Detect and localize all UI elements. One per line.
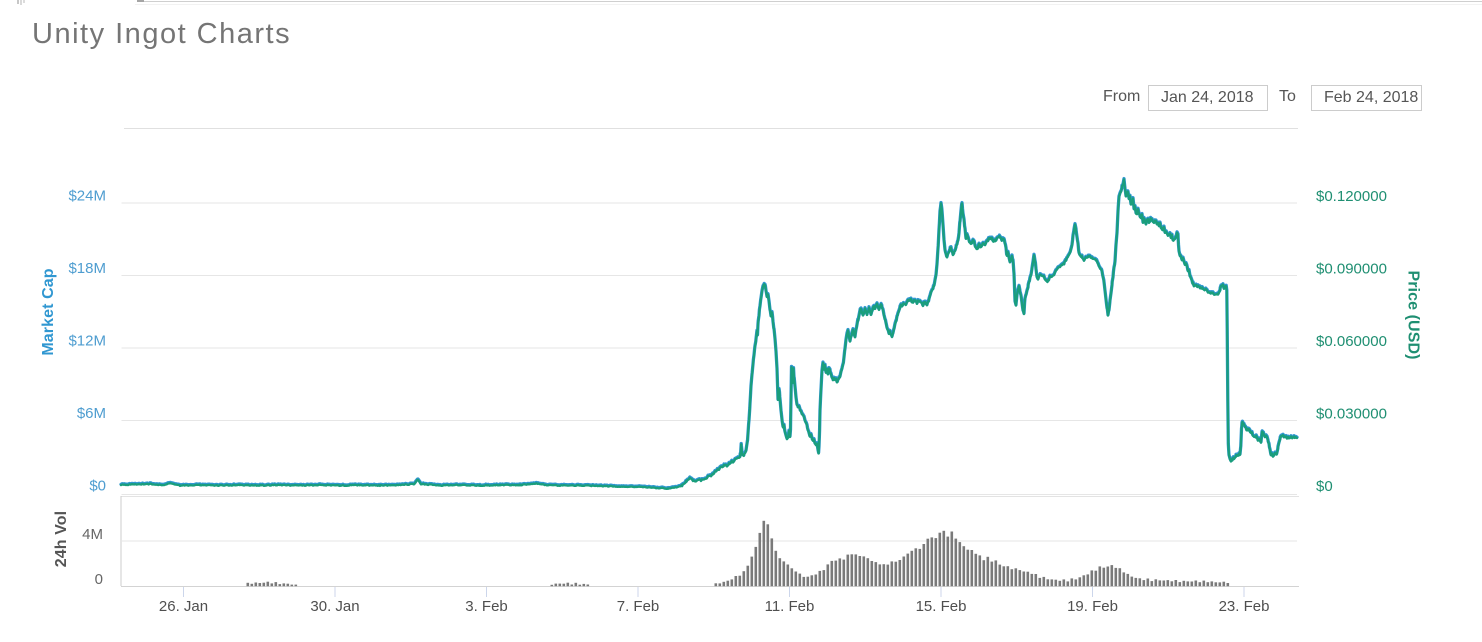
svg-text:$24M: $24M	[68, 188, 106, 205]
svg-text:$12M: $12M	[68, 333, 106, 350]
svg-text:$0: $0	[1316, 478, 1333, 495]
svg-text:$0: $0	[89, 478, 106, 495]
svg-text:0: 0	[95, 571, 103, 588]
svg-text:$0.030000: $0.030000	[1316, 406, 1387, 423]
svg-text:23. Feb: 23. Feb	[1219, 598, 1270, 615]
svg-text:4M: 4M	[82, 526, 103, 543]
svg-text:30. Jan: 30. Jan	[310, 598, 359, 615]
svg-text:15. Feb: 15. Feb	[916, 598, 967, 615]
svg-text:$0.120000: $0.120000	[1316, 188, 1387, 205]
svg-text:7. Feb: 7. Feb	[617, 598, 660, 615]
svg-text:$18M: $18M	[68, 260, 106, 277]
svg-text:24h Vol: 24h Vol	[53, 511, 70, 567]
svg-text:11. Feb: 11. Feb	[765, 598, 815, 615]
svg-text:19. Feb: 19. Feb	[1067, 598, 1118, 615]
svg-text:Market Cap: Market Cap	[40, 268, 57, 355]
svg-text:$0.060000: $0.060000	[1316, 333, 1387, 350]
svg-text:Price (USD): Price (USD)	[1405, 270, 1422, 359]
svg-text:$0.090000: $0.090000	[1316, 261, 1387, 278]
svg-text:26. Jan: 26. Jan	[159, 598, 208, 615]
svg-text:3. Feb: 3. Feb	[465, 598, 508, 615]
svg-text:$6M: $6M	[77, 405, 106, 422]
